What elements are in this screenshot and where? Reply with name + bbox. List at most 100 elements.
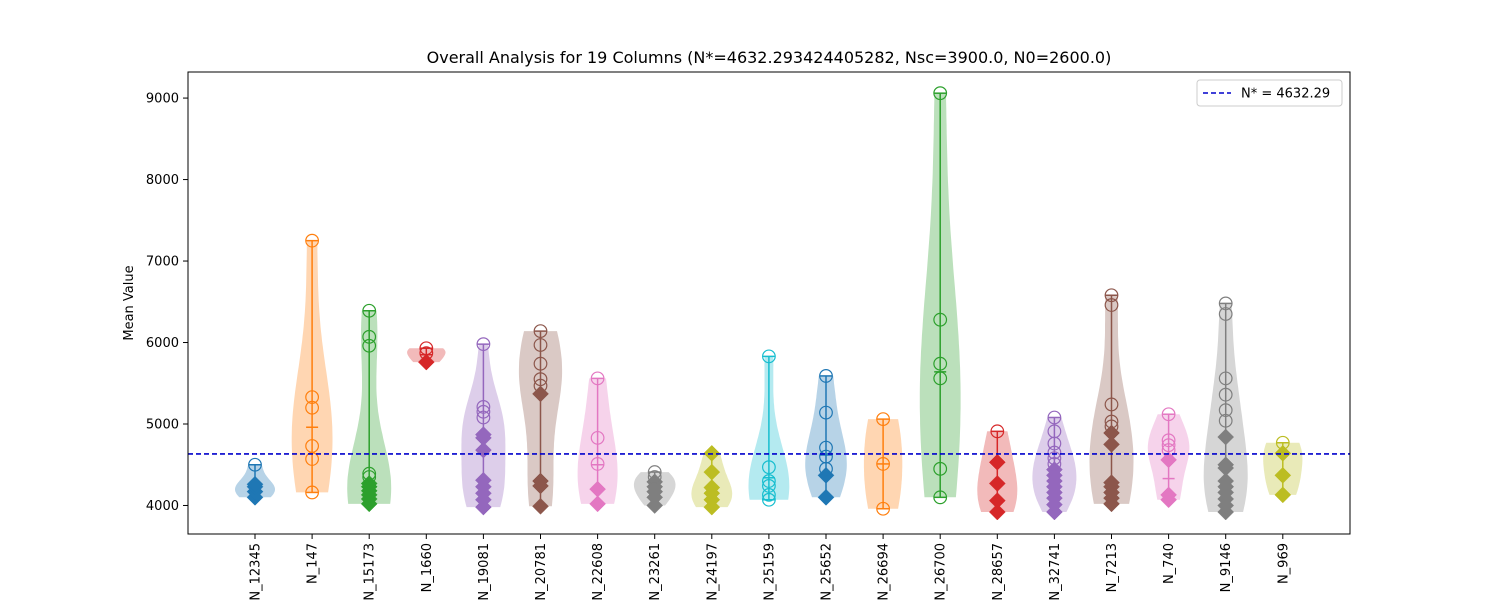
circle-point <box>1104 419 1119 434</box>
violin-n-32741 <box>1032 410 1077 521</box>
violin-n-1660 <box>407 341 446 371</box>
circle-point <box>362 303 377 318</box>
diamond-point <box>532 472 549 490</box>
circle-point <box>1047 410 1062 425</box>
diamond-point <box>1160 451 1177 469</box>
circle-point <box>819 440 833 455</box>
circle-point <box>419 341 434 356</box>
circle-point <box>533 338 548 352</box>
circle-point <box>1161 407 1176 422</box>
legend: N* = 4632.29 <box>1196 79 1343 107</box>
x-tick-label: N_19081 <box>477 543 492 600</box>
diamond-point <box>703 479 721 496</box>
violin-n-740 <box>1147 407 1190 509</box>
violin-n-22608 <box>577 371 618 513</box>
circle-point <box>590 371 605 386</box>
circle-point <box>1218 296 1233 311</box>
x-tick-label: N_24197 <box>705 543 720 600</box>
circle-point <box>1161 438 1176 453</box>
circle-point <box>305 390 320 405</box>
diamond-point <box>589 495 606 513</box>
diamond-point <box>988 503 1006 521</box>
x-axis: N_12345 N_147 N_15173 N_1660 N_19081 N_20781 N… <box>249 534 1291 600</box>
violin-n-969 <box>1263 435 1303 504</box>
x-tick-label: N_32741 <box>1048 543 1063 600</box>
x-tick-label: N_20781 <box>534 543 549 600</box>
violin-n-19081 <box>461 337 506 516</box>
diamond-point <box>1274 466 1292 484</box>
violin-n-26694 <box>863 412 903 516</box>
circle-point <box>1161 433 1176 448</box>
violin-group <box>235 86 1303 521</box>
violin-n-25159 <box>748 349 790 507</box>
circle-point <box>1104 414 1119 429</box>
violin-n-24197 <box>691 444 733 516</box>
circle-point <box>933 490 948 505</box>
circle-point <box>876 412 890 427</box>
circle-point <box>533 378 548 393</box>
circle-point <box>590 457 605 471</box>
violin-n-7213 <box>1089 288 1134 513</box>
diamond-point <box>417 353 435 371</box>
x-tick-label: N_1660 <box>420 543 435 592</box>
x-tick-label: N_26694 <box>877 543 892 600</box>
circle-point <box>305 452 320 466</box>
y-axis-label: Mean Value <box>122 265 137 340</box>
circle-point <box>876 501 890 516</box>
diamond-point <box>475 426 492 443</box>
y-tick-label: 5000 <box>146 418 179 433</box>
circle-point <box>248 457 262 472</box>
circle-point <box>819 461 833 476</box>
circle-point <box>362 338 377 353</box>
circle-point <box>1218 307 1233 321</box>
y-tick-label: 6000 <box>146 336 179 351</box>
diamond-point <box>1217 472 1235 490</box>
diamond-point <box>1103 436 1120 453</box>
circle-point <box>762 349 776 364</box>
circle-point <box>762 492 776 507</box>
circle-point <box>762 474 776 488</box>
circle-point <box>1104 288 1119 303</box>
x-tick-label: N_969 <box>1276 543 1291 584</box>
y-tick-label: 9000 <box>146 92 179 107</box>
circle-point <box>819 405 833 420</box>
circle-point <box>476 399 491 414</box>
diamond-point <box>1103 474 1120 492</box>
violin-n-15173 <box>347 303 392 513</box>
diamond-point <box>246 475 264 493</box>
circle-point <box>419 346 434 361</box>
circle-point <box>362 329 377 344</box>
x-tick-label: N_7213 <box>1105 543 1120 592</box>
y-tick-label: 8000 <box>146 173 179 188</box>
x-tick-label: N_26700 <box>934 543 949 600</box>
x-tick-label: N_25652 <box>820 543 835 600</box>
circle-point <box>590 430 605 445</box>
circle-point <box>1104 397 1119 412</box>
circle-point <box>305 233 320 248</box>
x-tick-label: N_12345 <box>249 543 264 600</box>
circle-point <box>1104 298 1119 312</box>
circle-point <box>305 400 320 415</box>
x-tick-label: N_15173 <box>363 543 378 600</box>
circle-point <box>933 86 948 101</box>
x-tick-label: N_22608 <box>591 543 606 600</box>
circle-point <box>1047 457 1062 471</box>
circle-point <box>533 372 548 387</box>
diamond-point <box>988 475 1006 492</box>
diamond-point <box>817 488 835 506</box>
x-tick-label: N_740 <box>1162 543 1177 584</box>
circle-point <box>762 460 776 475</box>
circle-point <box>1047 436 1062 451</box>
diamond-point <box>532 497 549 515</box>
violin-n-25652 <box>805 369 847 506</box>
circle-point <box>476 337 491 352</box>
diamond-point <box>1217 428 1235 446</box>
circle-point <box>762 479 776 493</box>
circle-point <box>876 457 890 471</box>
circle-point <box>533 356 548 371</box>
circle-point <box>933 371 948 386</box>
circle-point <box>476 404 491 419</box>
diamond-point <box>1274 486 1292 504</box>
circle-point <box>1161 443 1176 457</box>
